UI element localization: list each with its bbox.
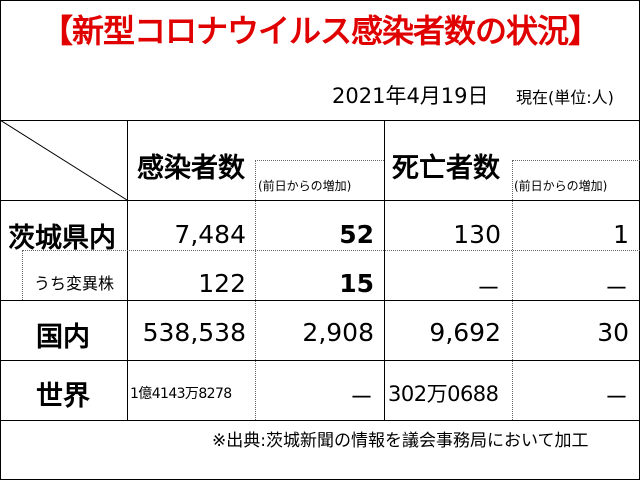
cell-variant-infected-increase: 15 [339, 269, 374, 298]
page-title: 【新型コロナウイルス感染者数の状況】 [40, 12, 600, 50]
grid-line [512, 160, 513, 420]
header-infected: 感染者数 [137, 153, 245, 184]
cell-world-deaths: 302万0688 [388, 382, 499, 406]
cell-ibaraki-infected: 7,484 [174, 220, 246, 249]
source-note: ※出典:茨城新聞の情報を議会事務局において加工 [212, 431, 589, 451]
cell-domestic-deaths-increase: 30 [597, 318, 629, 347]
row-label-world: 世界 [36, 381, 90, 412]
grid-line [512, 160, 640, 161]
header-deaths: 死亡者数 [392, 153, 500, 184]
cell-variant-infected: 122 [198, 269, 246, 298]
cell-world-infected-increase: － [348, 383, 374, 412]
row-label-variant: うち変異株 [34, 274, 115, 293]
cell-variant-deaths: － [475, 274, 501, 303]
unit-label: 現在(単位:人) [516, 88, 614, 107]
grid-line [255, 160, 384, 161]
row-label-domestic: 国内 [36, 322, 90, 353]
cell-variant-deaths-increase: － [603, 274, 629, 303]
grid-line [22, 250, 640, 251]
row-label-ibaraki: 茨城県内 [8, 223, 116, 254]
grid-line [255, 160, 256, 420]
cell-ibaraki-infected-increase: 52 [339, 220, 374, 249]
cell-ibaraki-deaths: 130 [453, 220, 501, 249]
cell-domestic-infected: 538,538 [142, 318, 246, 347]
header-diagonal [0, 120, 128, 200]
grid-line [0, 300, 640, 301]
header-deaths-increase: (前日からの増加) [514, 179, 608, 193]
grid-line [22, 250, 23, 300]
grid-line [0, 200, 640, 201]
header-infected-increase: (前日からの増加) [258, 179, 352, 193]
cell-domestic-deaths: 9,692 [429, 318, 501, 347]
grid-line [0, 120, 640, 121]
grid-line [384, 120, 385, 420]
cell-world-infected: 1億4143万8278 [130, 386, 232, 402]
grid-line [127, 120, 128, 420]
cell-domestic-infected-increase: 2,908 [302, 318, 374, 347]
cell-ibaraki-deaths-increase: 1 [613, 220, 629, 249]
grid-line [0, 420, 640, 421]
cell-world-deaths-increase: － [603, 383, 629, 412]
date-label: 2021年4月19日 [332, 84, 489, 108]
grid-line [0, 360, 640, 361]
